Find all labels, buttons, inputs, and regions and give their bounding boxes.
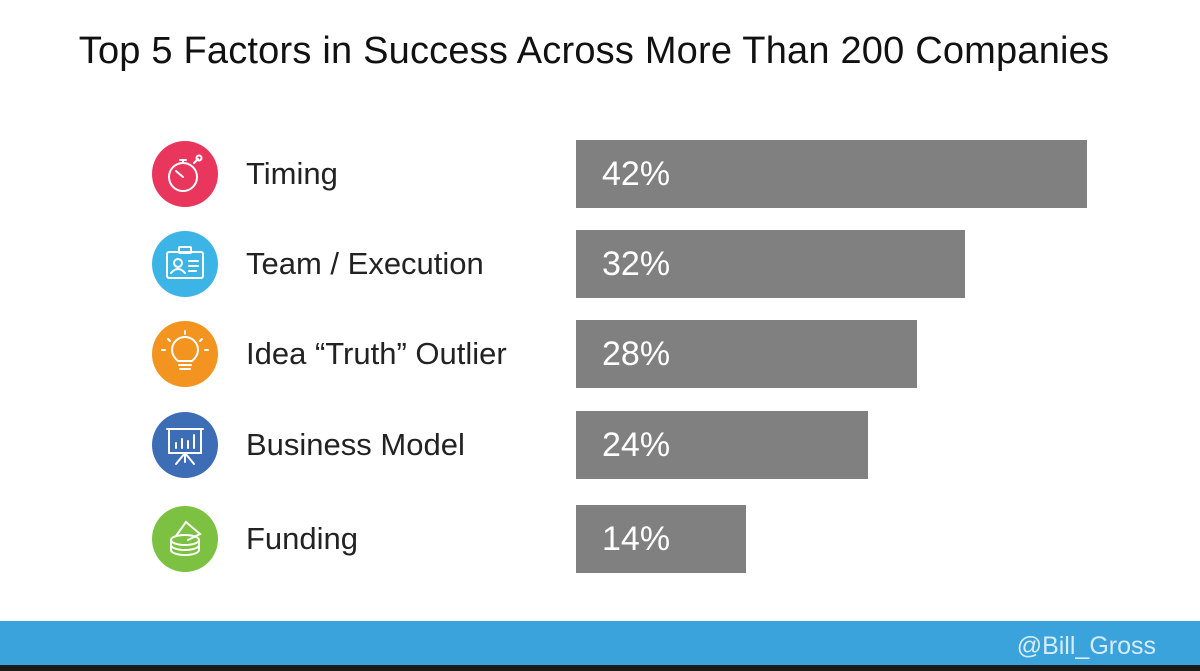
stopwatch-icon: [152, 141, 218, 207]
category-label: Team / Execution: [246, 246, 484, 281]
bar: [576, 411, 868, 479]
category-label: Business Model: [246, 427, 465, 462]
category-label: Idea “Truth” Outlier: [246, 336, 507, 371]
chart-title: Top 5 Factors in Success Across More Tha…: [78, 30, 1110, 72]
bar: [576, 505, 746, 573]
bar: [576, 230, 965, 298]
id-badge-icon: [152, 231, 218, 297]
bar-value-label: 24%: [602, 426, 671, 464]
lightbulb-icon: [152, 321, 218, 387]
bar-value-label: 28%: [602, 335, 671, 373]
presentation-chart-icon: [152, 412, 218, 478]
bar-value-label: 42%: [602, 155, 671, 193]
credit-text: @Bill_Gross: [1016, 632, 1156, 660]
bar: [576, 140, 1087, 208]
footer-band: [0, 621, 1200, 665]
bar-value-label: 32%: [602, 245, 671, 283]
footer-bottom-line: [0, 665, 1200, 671]
category-label: Timing: [246, 156, 338, 191]
category-label: Funding: [246, 521, 359, 556]
bar-value-label: 14%: [602, 520, 671, 558]
bar: [576, 320, 917, 388]
coin-stack-icon: [152, 506, 218, 572]
